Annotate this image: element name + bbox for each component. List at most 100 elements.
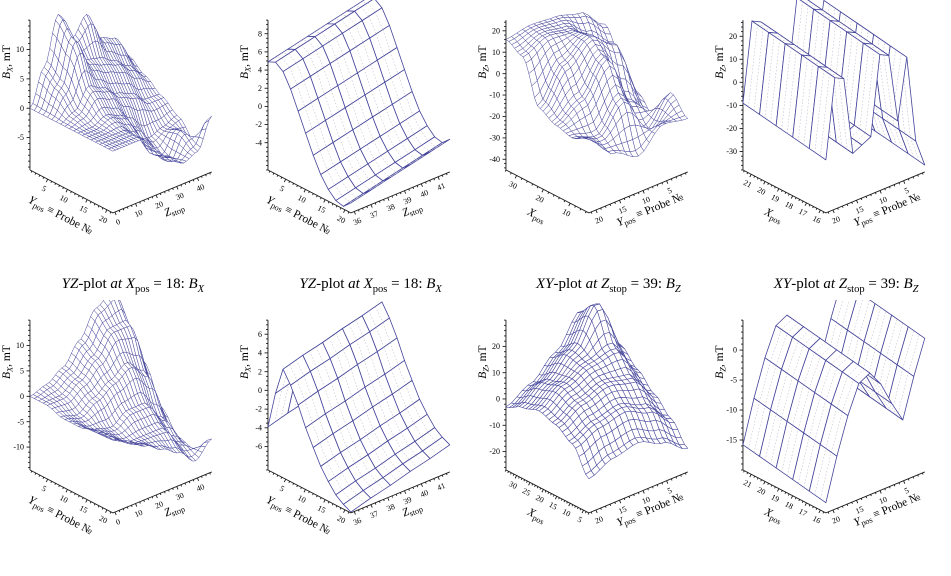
svg-text:BZ, mT: BZ, mT bbox=[476, 345, 489, 378]
svg-text:39: 39 bbox=[402, 495, 413, 506]
plot-yz-bx-wide-bottom: 10 5 0 -5 -10 5 10 15 20 0 10 20 30 40 Ypos ≡ Probe № Z… bbox=[0, 300, 238, 576]
mesh-group bbox=[505, 303, 688, 480]
svg-text:0: 0 bbox=[258, 102, 262, 111]
svg-text:5: 5 bbox=[40, 184, 48, 194]
svg-text:25: 25 bbox=[520, 486, 531, 498]
svg-text:-6: -6 bbox=[255, 442, 262, 451]
svg-text:0: 0 bbox=[114, 517, 121, 527]
svg-text:15: 15 bbox=[854, 504, 865, 515]
svg-text:20: 20 bbox=[593, 514, 604, 525]
plot-yz-bx-zoom-top: 8 6 4 2 0 -2 -4 5 10 15 20 36 37 38 39 40 41 Ypos ≡ Probe… bbox=[238, 0, 476, 270]
plot-yz-bx-zoom-bottom: 6 4 2 0 -2 -4 -6 5 10 15 20 36 37 38 39 40 41 Ypos ≡ Prob… bbox=[238, 300, 476, 576]
svg-text:-5: -5 bbox=[17, 417, 24, 426]
svg-text:20: 20 bbox=[729, 32, 737, 41]
svg-text:-30: -30 bbox=[489, 133, 500, 142]
svg-text:5: 5 bbox=[20, 74, 24, 83]
caption-text: XY-plot at Zstop = 39: BZ bbox=[535, 275, 681, 295]
svg-text:0: 0 bbox=[733, 346, 737, 355]
svg-text:20: 20 bbox=[154, 499, 165, 510]
svg-text:-10: -10 bbox=[13, 443, 24, 452]
svg-text:-30: -30 bbox=[727, 147, 738, 156]
svg-text:15: 15 bbox=[547, 500, 558, 512]
svg-text:38: 38 bbox=[385, 502, 396, 513]
svg-text:16: 16 bbox=[811, 214, 822, 226]
svg-text:0: 0 bbox=[20, 104, 24, 113]
svg-text:41: 41 bbox=[435, 481, 446, 492]
svg-text:5: 5 bbox=[903, 186, 910, 196]
svg-text:-4: -4 bbox=[255, 138, 262, 147]
plot-row-top: 10 5 0 -5 5 10 15 20 0 10 20 30 40 Ypos ≡ Probe № Zsto… bbox=[0, 0, 951, 270]
mesh-group bbox=[742, 0, 926, 166]
svg-text:20: 20 bbox=[335, 214, 346, 226]
svg-text:21: 21 bbox=[742, 178, 753, 190]
svg-text:17: 17 bbox=[797, 507, 808, 519]
svg-text:15: 15 bbox=[617, 504, 628, 515]
svg-text:37: 37 bbox=[368, 209, 379, 220]
axes-group bbox=[502, 319, 688, 515]
caption-col-2: YZ-plot at Xpos = 18: BX bbox=[252, 276, 490, 295]
svg-text:40: 40 bbox=[195, 182, 206, 193]
svg-text:-10: -10 bbox=[489, 91, 500, 100]
svg-text:BX, mT: BX, mT bbox=[239, 45, 252, 79]
svg-text:10: 10 bbox=[296, 193, 307, 205]
svg-text:Zstop: Zstop bbox=[163, 501, 187, 521]
svg-text:20: 20 bbox=[534, 193, 545, 205]
svg-text:30: 30 bbox=[507, 179, 518, 191]
svg-text:38: 38 bbox=[385, 202, 396, 213]
svg-text:BX, mT: BX, mT bbox=[239, 345, 252, 379]
svg-text:Xpos: Xpos bbox=[761, 206, 785, 227]
svg-text:5: 5 bbox=[20, 366, 24, 375]
svg-text:18: 18 bbox=[784, 199, 795, 211]
svg-text:-10: -10 bbox=[727, 406, 738, 415]
svg-text:30: 30 bbox=[507, 479, 518, 491]
plot-yz-bx-wide-top: 10 5 0 -5 5 10 15 20 0 10 20 30 40 Ypos ≡ Probe № Zsto… bbox=[0, 0, 238, 270]
svg-text:10: 10 bbox=[58, 493, 69, 505]
svg-text:21: 21 bbox=[742, 478, 753, 490]
svg-text:-2: -2 bbox=[255, 120, 262, 129]
svg-text:10: 10 bbox=[16, 45, 24, 54]
svg-text:Xpos: Xpos bbox=[523, 506, 547, 527]
plot-row-bottom: 10 5 0 -5 -10 5 10 15 20 0 10 20 30 40 Ypos ≡ Probe № Z… bbox=[0, 300, 951, 576]
svg-text:18: 18 bbox=[784, 499, 795, 511]
svg-text:16: 16 bbox=[811, 514, 822, 526]
svg-text:5: 5 bbox=[666, 186, 673, 196]
svg-text:5: 5 bbox=[278, 484, 286, 494]
svg-text:10: 10 bbox=[640, 195, 651, 206]
svg-text:2: 2 bbox=[258, 367, 262, 376]
svg-text:20: 20 bbox=[335, 514, 346, 526]
svg-text:19: 19 bbox=[770, 492, 781, 504]
svg-text:10: 10 bbox=[491, 368, 499, 377]
svg-text:20: 20 bbox=[154, 199, 165, 210]
svg-text:15: 15 bbox=[316, 503, 327, 515]
svg-text:20: 20 bbox=[756, 485, 767, 497]
svg-text:15: 15 bbox=[78, 503, 89, 515]
plot-xy-bz-wide-bottom: 20 10 0 -10 -20 30 25 20 15 10 5 20 15 10 5 Xpos Ypos ≡ … bbox=[476, 300, 714, 576]
svg-text:5: 5 bbox=[40, 484, 48, 494]
svg-text:BX, mT: BX, mT bbox=[1, 45, 14, 79]
svg-text:17: 17 bbox=[797, 207, 808, 219]
svg-text:20: 20 bbox=[491, 26, 499, 35]
svg-text:20: 20 bbox=[98, 514, 109, 526]
svg-text:5: 5 bbox=[575, 515, 583, 525]
axes-group bbox=[264, 319, 450, 515]
svg-text:2: 2 bbox=[258, 84, 262, 93]
svg-text:10: 10 bbox=[729, 55, 737, 64]
svg-text:0: 0 bbox=[114, 217, 121, 227]
mesh-group bbox=[29, 14, 213, 164]
svg-text:-5: -5 bbox=[731, 376, 738, 385]
svg-text:BZ, mT: BZ, mT bbox=[714, 45, 727, 78]
svg-text:36: 36 bbox=[352, 516, 363, 527]
svg-text:15: 15 bbox=[854, 204, 865, 215]
plot-xy-bz-zoom-bottom: 0 -5 -10 -15 21 20 19 18 17 16 20 15 10 5 Xpos Ypos ≡ P… bbox=[713, 300, 951, 576]
svg-text:40: 40 bbox=[195, 482, 206, 493]
svg-text:10: 10 bbox=[560, 507, 571, 519]
svg-text:30: 30 bbox=[174, 191, 185, 202]
plot-xy-bz-zoom-top: 20 10 0 -10 -20 -30 21 20 19 18 17 16 20 15 10 5 Xpos Ypo… bbox=[713, 0, 951, 270]
svg-text:10: 10 bbox=[491, 48, 499, 57]
caption-text: YZ-plot at Xpos = 18: BX bbox=[299, 275, 442, 295]
